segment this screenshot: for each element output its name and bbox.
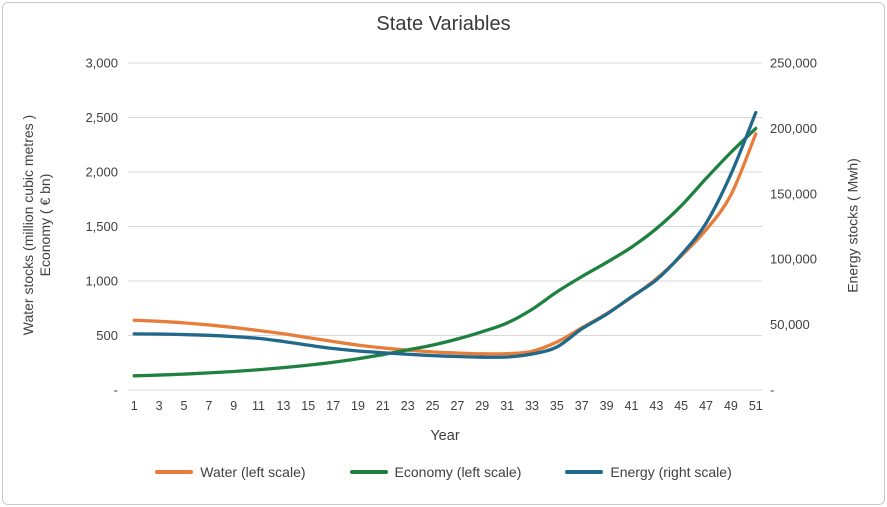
x-axis-tick: 9 (230, 399, 237, 413)
x-axis-tick: 27 (450, 399, 464, 413)
right-axis-tick: - (770, 383, 774, 398)
legend-label-energy: Energy (right scale) (610, 464, 732, 480)
series-line-2 (132, 110, 758, 359)
x-axis-tick: 35 (550, 399, 564, 413)
x-axis-tick: 7 (205, 399, 212, 413)
left-axis-tick: 3,000 (85, 56, 118, 71)
x-axis-tick: 37 (575, 399, 589, 413)
left-axis-tick: 2,000 (85, 165, 118, 180)
left-axis-tick: 500 (96, 328, 118, 343)
x-axis-tick: 23 (401, 399, 415, 413)
x-axis-tick: 49 (724, 399, 738, 413)
energy-line-swatch (565, 470, 604, 474)
left-axis-tick: - (114, 383, 118, 398)
left-axis-tick: 1,000 (85, 274, 118, 289)
x-axis-tick: 3 (156, 399, 163, 413)
x-axis-tick: 13 (276, 399, 290, 413)
right-axis-tick: 50,000 (770, 317, 810, 332)
x-axis-title: Year (430, 428, 460, 444)
left-axis-tick: 1,500 (85, 219, 118, 234)
x-axis-tick: 17 (326, 399, 340, 413)
x-axis-tick: 15 (301, 399, 315, 413)
x-axis-tick: 1 (131, 399, 138, 413)
right-axis-tick: 150,000 (770, 186, 817, 201)
x-axis-tick: 11 (252, 399, 265, 413)
chart-title: State Variables (376, 13, 511, 35)
x-axis-tick: 33 (525, 399, 539, 413)
legend-item-water: Water (left scale) (155, 464, 306, 480)
x-axis-tick: 51 (749, 399, 763, 413)
x-axis-tick: 41 (625, 399, 639, 413)
right-axis-tick: 100,000 (770, 252, 817, 267)
legend-label-economy: Economy (left scale) (394, 464, 522, 480)
x-axis-tick: 45 (674, 399, 688, 413)
legend-label-water: Water (left scale) (200, 464, 306, 480)
x-axis-tick: 29 (475, 399, 489, 413)
x-axis-tick: 5 (180, 399, 187, 413)
x-axis-tick: 25 (426, 399, 440, 413)
legend: Water (left scale) Economy (left scale) … (0, 464, 887, 480)
x-axis-tick: 19 (351, 399, 365, 413)
legend-item-energy: Energy (right scale) (565, 464, 732, 480)
right-axis-tick: 250,000 (770, 56, 817, 71)
x-axis-tick: 47 (699, 399, 713, 413)
legend-item-economy: Economy (left scale) (349, 464, 522, 480)
series-line-1 (132, 126, 758, 378)
series-line-0 (132, 132, 758, 356)
economy-line-swatch (349, 470, 388, 474)
x-axis-tick: 31 (500, 399, 514, 413)
x-axis-tick: 43 (649, 399, 663, 413)
right-axis-tick: 200,000 (770, 121, 817, 136)
x-axis-tick: 21 (376, 399, 390, 413)
x-axis-tick: 39 (600, 399, 614, 413)
water-line-swatch (155, 470, 194, 474)
left-axis-tick: 2,500 (85, 110, 118, 125)
